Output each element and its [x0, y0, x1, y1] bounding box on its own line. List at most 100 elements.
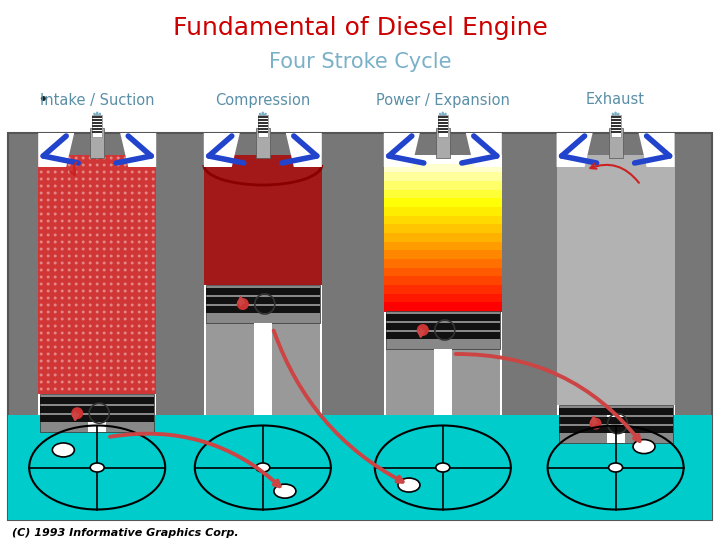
Circle shape	[47, 164, 50, 166]
Circle shape	[117, 226, 120, 230]
Bar	[384, 190, 502, 199]
Circle shape	[89, 296, 91, 300]
Circle shape	[152, 213, 155, 215]
Circle shape	[54, 318, 57, 321]
Circle shape	[89, 388, 91, 390]
Circle shape	[68, 303, 71, 307]
Bar	[38, 155, 156, 394]
Circle shape	[75, 282, 78, 286]
Circle shape	[40, 178, 42, 180]
Circle shape	[103, 318, 106, 321]
Circle shape	[124, 289, 127, 293]
Circle shape	[89, 325, 91, 327]
Bar	[8, 133, 712, 520]
Polygon shape	[286, 133, 322, 167]
Circle shape	[60, 247, 63, 251]
Circle shape	[75, 289, 78, 293]
Circle shape	[131, 171, 134, 173]
Bar	[92, 119, 102, 120]
Bar	[438, 119, 448, 120]
Circle shape	[124, 367, 127, 369]
Circle shape	[47, 332, 50, 334]
Circle shape	[109, 381, 113, 383]
Circle shape	[145, 360, 148, 362]
Bar	[438, 131, 448, 132]
Circle shape	[145, 296, 148, 300]
Circle shape	[124, 199, 127, 201]
Circle shape	[103, 325, 106, 327]
Circle shape	[138, 353, 140, 355]
Circle shape	[131, 310, 134, 314]
Circle shape	[54, 199, 57, 201]
Circle shape	[68, 171, 71, 173]
Circle shape	[124, 346, 127, 348]
Circle shape	[117, 353, 120, 355]
Bar	[386, 349, 500, 415]
Ellipse shape	[633, 440, 655, 454]
Bar	[384, 181, 502, 191]
Polygon shape	[120, 133, 156, 167]
Circle shape	[152, 226, 155, 230]
Bar	[206, 285, 320, 323]
Circle shape	[131, 261, 134, 265]
Bar	[258, 116, 268, 118]
Circle shape	[96, 360, 99, 362]
Circle shape	[68, 213, 71, 215]
Circle shape	[96, 310, 99, 314]
Circle shape	[75, 240, 78, 244]
Circle shape	[117, 213, 120, 215]
Circle shape	[47, 254, 50, 258]
Circle shape	[54, 282, 57, 286]
Circle shape	[131, 303, 134, 307]
Bar	[92, 131, 102, 132]
Text: •: •	[37, 91, 48, 109]
Circle shape	[68, 233, 71, 237]
Circle shape	[60, 367, 63, 369]
Circle shape	[117, 318, 120, 321]
Polygon shape	[204, 133, 240, 167]
Circle shape	[138, 381, 140, 383]
Circle shape	[54, 275, 57, 279]
Circle shape	[124, 219, 127, 222]
Circle shape	[60, 289, 63, 293]
Circle shape	[117, 206, 120, 208]
Circle shape	[54, 303, 57, 307]
Bar	[386, 314, 500, 321]
Circle shape	[40, 185, 42, 187]
Circle shape	[145, 178, 148, 180]
Circle shape	[75, 318, 78, 321]
Circle shape	[117, 339, 120, 341]
Circle shape	[40, 360, 42, 362]
Circle shape	[89, 275, 91, 279]
Circle shape	[417, 324, 429, 336]
Circle shape	[81, 332, 85, 334]
Circle shape	[138, 199, 140, 201]
Circle shape	[81, 254, 85, 258]
Circle shape	[96, 268, 99, 272]
Circle shape	[81, 226, 85, 230]
Bar	[8, 415, 712, 520]
Bar	[92, 115, 102, 137]
Circle shape	[103, 164, 106, 166]
Circle shape	[152, 254, 155, 258]
Circle shape	[117, 332, 120, 334]
Text: Fundamental of Diesel Engine: Fundamental of Diesel Engine	[173, 16, 547, 40]
Circle shape	[152, 332, 155, 334]
Circle shape	[81, 247, 85, 251]
Circle shape	[103, 395, 106, 397]
Circle shape	[75, 185, 78, 187]
Circle shape	[145, 310, 148, 314]
Bar	[433, 349, 452, 415]
Circle shape	[81, 289, 85, 293]
Circle shape	[117, 233, 120, 237]
Circle shape	[60, 185, 63, 187]
Circle shape	[68, 310, 71, 314]
Circle shape	[117, 303, 120, 307]
Circle shape	[60, 318, 63, 321]
Circle shape	[60, 233, 63, 237]
Circle shape	[131, 325, 134, 327]
Circle shape	[54, 226, 57, 230]
Circle shape	[138, 226, 140, 230]
Circle shape	[96, 395, 99, 397]
Bar	[40, 406, 154, 413]
